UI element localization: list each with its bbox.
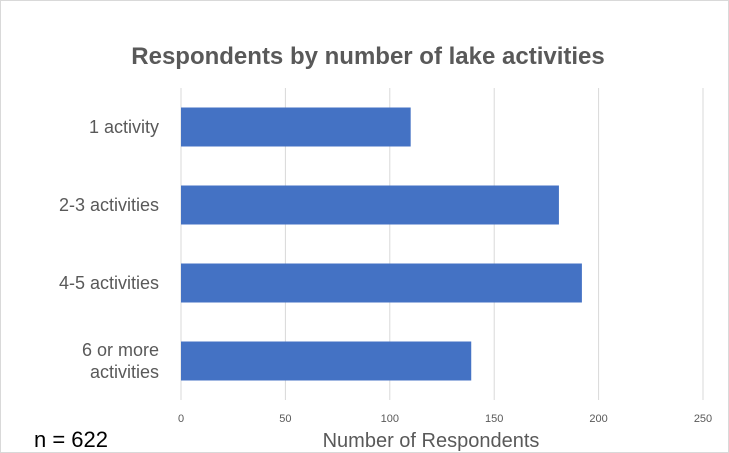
x-tick-label: 0	[178, 413, 184, 425]
x-tick-label: 50	[279, 413, 291, 425]
bar	[181, 185, 559, 225]
bar	[181, 341, 472, 381]
x-tick-label: 250	[694, 413, 712, 425]
category-label: 1 activity	[89, 117, 159, 137]
bars	[181, 107, 582, 381]
category-labels: 1 activity 2-3 activities 4-5 activities 6 …	[59, 117, 159, 382]
category-label: 4-5 activities	[59, 273, 159, 293]
x-tick-label: 100	[381, 413, 399, 425]
sample-size-note: n = 622	[34, 427, 108, 452]
x-axis-title: Number of Respondents	[323, 430, 540, 452]
bar	[181, 263, 582, 303]
category-label: 6 or more activities	[82, 340, 159, 382]
bar	[181, 107, 411, 147]
x-tick-label: 200	[589, 413, 607, 425]
category-label: 2-3 activities	[59, 195, 159, 215]
x-tick-labels: 0 50 100 150 200 250	[178, 413, 712, 425]
chart-title: Respondents by number of lake activities	[131, 43, 604, 70]
x-tick-label: 150	[485, 413, 503, 425]
